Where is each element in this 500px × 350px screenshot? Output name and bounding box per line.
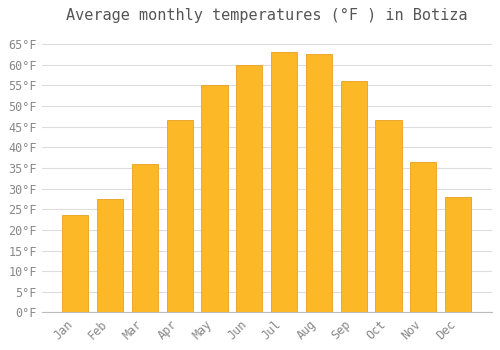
Bar	[97, 199, 123, 313]
Bar	[166, 120, 192, 313]
Title: Average monthly temperatures (°F ) in Botiza: Average monthly temperatures (°F ) in Bo…	[66, 8, 468, 23]
Bar	[306, 54, 332, 313]
Bar	[445, 197, 471, 313]
Bar	[202, 85, 228, 313]
Bar	[340, 81, 367, 313]
Bar	[271, 52, 297, 313]
Bar	[132, 164, 158, 313]
Bar	[236, 64, 262, 313]
Bar	[62, 215, 88, 313]
Bar	[376, 120, 402, 313]
Bar	[410, 162, 436, 313]
